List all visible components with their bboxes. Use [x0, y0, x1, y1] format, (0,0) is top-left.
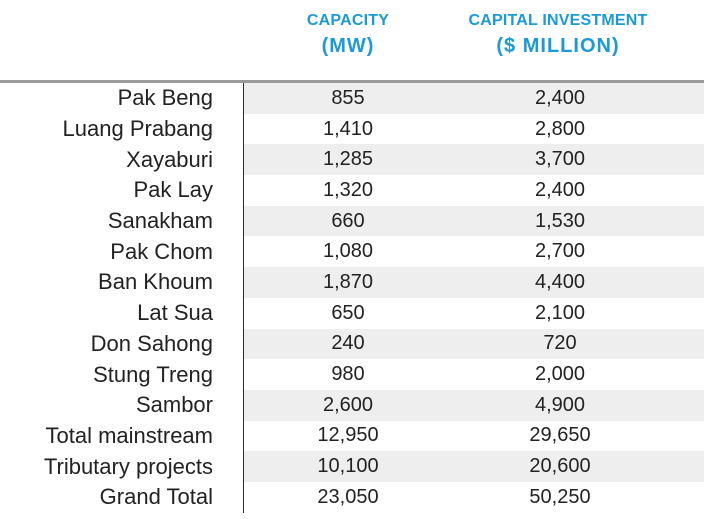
investment-cell: 29,650: [529, 424, 591, 447]
investment-column-header: CAPITAL INVESTMENT ($ MILLION): [455, 10, 661, 60]
table-body: Pak Beng 855 2,400 Luang Prabang 1,410 2,800 X…: [0, 83, 704, 513]
header-rule: [0, 80, 704, 83]
investment-cell: 2,100: [534, 301, 586, 324]
project-name-cell: Total mainstream: [45, 422, 213, 448]
row-shading: [244, 83, 704, 114]
table-row: Sanakham 660 1,530: [0, 205, 704, 237]
row-shading: [244, 389, 704, 421]
capacity-cell: 660: [331, 209, 365, 232]
project-name-cell: Xayaburi: [126, 146, 213, 172]
investment-cell: 2,000: [534, 363, 586, 386]
investment-header-line1: CAPITAL INVESTMENT: [468, 12, 648, 29]
capacity-cell: 650: [331, 301, 365, 324]
investment-cell: 2,800: [534, 117, 586, 140]
table-row: Grand Total 23,050 50,250: [0, 482, 704, 513]
project-name-cell: Pak Beng: [117, 85, 213, 111]
investment-cell: 4,900: [534, 393, 586, 416]
capacity-column-header: CAPACITY (MW): [290, 10, 406, 60]
table-row: Sambor 2,600 4,900: [0, 389, 704, 421]
row-shading: [244, 328, 704, 360]
capacity-cell: 980: [331, 363, 365, 386]
table-row: Ban Khoum 1,870 4,400: [0, 267, 704, 298]
investment-cell: 2,400: [534, 178, 586, 201]
column-divider: [243, 83, 244, 513]
capacity-cell: 2,600: [322, 393, 374, 416]
table-row: Luang Prabang 1,410 2,800: [0, 114, 704, 145]
capacity-cell: 1,285: [322, 148, 374, 171]
table-row: Pak Beng 855 2,400: [0, 83, 704, 114]
capacity-cell: 23,050: [317, 485, 379, 508]
table-row: Pak Lay 1,320 2,400: [0, 175, 704, 206]
project-name-cell: Stung Treng: [93, 361, 213, 387]
table-row: Lat Sua 650 2,100: [0, 298, 704, 329]
table-row: Xayaburi 1,285 3,700: [0, 144, 704, 176]
table-row: Total mainstream 12,950 29,650: [0, 421, 704, 452]
capacity-header-line2: (MW): [321, 35, 375, 57]
investment-cell: 4,400: [534, 270, 586, 293]
capacity-cell: 10,100: [317, 455, 379, 478]
project-name-cell: Grand Total: [99, 484, 213, 510]
table-row: Tributary projects 10,100 20,600: [0, 451, 704, 482]
row-shading: [244, 205, 704, 237]
investment-cell: 50,250: [529, 485, 591, 508]
investment-header-line2: ($ MILLION): [496, 35, 620, 57]
project-name-cell: Lat Sua: [137, 300, 213, 326]
investment-cell: 2,700: [534, 240, 586, 263]
table-row: Don Sahong 240 720: [0, 328, 704, 360]
capacity-cell: 1,080: [322, 240, 374, 263]
project-name-cell: Tributary projects: [43, 453, 213, 479]
investment-cell: 1,530: [534, 209, 586, 232]
capacity-header-line1: CAPACITY: [306, 12, 390, 29]
capacity-cell: 12,950: [317, 424, 379, 447]
table-row: Pak Chom 1,080 2,700: [0, 236, 704, 267]
capacity-cell: 1,410: [322, 117, 374, 140]
row-shading: [244, 267, 704, 298]
project-name-cell: Luang Prabang: [62, 116, 213, 142]
project-name-cell: Pak Lay: [133, 177, 214, 203]
project-name-cell: Don Sahong: [90, 330, 213, 356]
capacity-cell: 855: [331, 86, 365, 109]
row-shading: [244, 451, 704, 482]
investment-cell: 20,600: [529, 455, 591, 478]
row-shading: [244, 144, 704, 176]
table-row: Stung Treng 980 2,000: [0, 359, 704, 390]
project-name-cell: Ban Khoum: [98, 269, 213, 295]
project-name-cell: Pak Chom: [110, 238, 213, 264]
capacity-cell: 1,320: [322, 178, 374, 201]
project-name-cell: Sanakham: [107, 208, 213, 234]
capacity-cell: 1,870: [322, 270, 374, 293]
investment-cell: 3,700: [534, 148, 586, 171]
capacity-cell: 240: [331, 332, 365, 355]
investment-cell: 720: [543, 332, 577, 355]
project-name-cell: Sambor: [135, 392, 213, 418]
investment-cell: 2,400: [534, 86, 586, 109]
